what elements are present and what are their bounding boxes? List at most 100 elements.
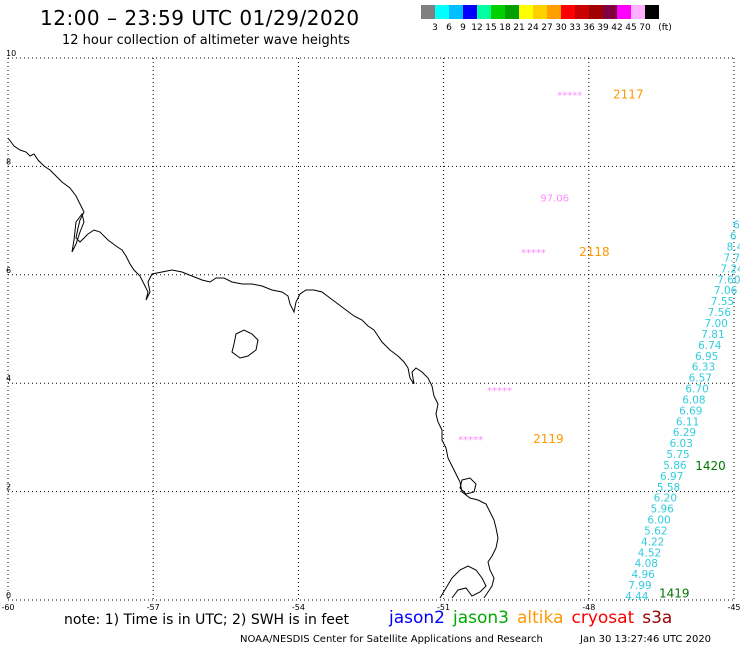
map-grid [7, 57, 735, 601]
s3a-wave-height-value: 7.24 [720, 263, 740, 275]
legend-label: 9 [460, 23, 466, 33]
x-tick-label: -60 [1, 603, 14, 612]
legend-swatch [617, 5, 631, 19]
s3a-wave-height-value: 6.03 [670, 438, 693, 450]
s3a-wave-height-value: 6.20 [654, 493, 677, 505]
s3a-wave-height-value: 5.58 [657, 482, 680, 494]
s3a-wave-height-value: 4.44 [625, 591, 649, 603]
s3a-wave-height-value: 6.00 [647, 515, 670, 527]
satellite-label-jason2: jason2 [389, 608, 445, 628]
coastline-island-marajo [459, 477, 477, 495]
legend-swatch [449, 5, 463, 19]
s3a-wave-height-value: 7.7 [724, 252, 740, 264]
pass-time-label: 1419 [659, 586, 690, 600]
x-tick-label: -48 [582, 603, 595, 612]
s3a-wave-height-value: 5.62 [644, 525, 667, 537]
x-tick-label: -45 [727, 603, 740, 612]
satellite-label-jason3: jason3 [453, 608, 509, 628]
s3a-wave-height-value: 4.52 [638, 547, 661, 559]
altika-wave-height-value: ***** [521, 248, 546, 259]
s3a-wave-height-value: 4.08 [635, 558, 658, 570]
legend-swatch [477, 5, 491, 19]
y-tick-label: 10 [6, 49, 16, 58]
legend-label: 3 [432, 23, 438, 33]
map-title: 12:00 – 23:59 UTC 01/29/2020 [40, 6, 360, 30]
y-tick-label: 2 [6, 483, 11, 492]
legend-swatch [421, 5, 435, 19]
legend-swatch [589, 5, 603, 19]
satellite-label-cryosat: cryosat [571, 608, 635, 628]
satellite-legend: jason2 jason3 altika cryosat s3a [389, 608, 680, 628]
coastline-main [7, 137, 499, 599]
wave-height-legend: 3 6 9 12 15 18 21 24 27 30 33 36 39 42 45 70 (ft) [421, 5, 672, 33]
coastline-island-maraca [231, 329, 259, 359]
s3a-wave-height-value: 6.33 [692, 362, 715, 374]
s3a-wave-height-value: 8.4 [727, 242, 740, 254]
s3a-wave-height-value: 6.97 [660, 471, 683, 483]
credit-line: NOAA/NESDIS Center for Satellite Applica… [240, 634, 543, 645]
s3a-wave-height-value: 6.57 [689, 373, 712, 385]
generated-timestamp: Jan 30 13:27:46 UTC 2020 [580, 634, 712, 645]
s3a-wave-height-value: 6 [733, 220, 740, 232]
legend-swatch [561, 5, 575, 19]
pass-time-label: 2119 [533, 432, 564, 446]
legend-swatch [533, 5, 547, 19]
pass-time-label: 2118 [579, 245, 610, 259]
y-tick-label: 4 [6, 374, 11, 383]
s3a-wave-height-value: 6.74 [698, 340, 722, 352]
altika-wave-height-value: ***** [487, 386, 512, 397]
s3a-wave-height-value: 4.96 [631, 569, 655, 581]
satellite-label-altika: altika [517, 608, 564, 628]
s3a-wave-height-value: 7.56 [708, 307, 732, 319]
pass-time-label: 2117 [613, 88, 644, 102]
legend-label: 21 [513, 23, 525, 33]
legend-label: 30 [555, 23, 567, 33]
legend-label: 6 [446, 23, 452, 33]
s3a-wave-height-value: 5.75 [666, 449, 689, 461]
legend-color-bar [421, 5, 659, 19]
legend-label: 15 [485, 23, 497, 33]
legend-label: 27 [541, 23, 553, 33]
s3a-wave-height-value: 6.69 [679, 405, 702, 417]
s3a-wave-height-value: 6.08 [682, 394, 705, 406]
s3a-track: 4.447.994.964.084.524.225.626.005.966.20… [625, 220, 740, 603]
legend-labels: 3 6 9 12 15 18 21 24 27 30 33 36 39 42 45 70 (ft) [421, 23, 740, 37]
legend-label: 42 [611, 23, 623, 33]
map-subtitle: 12 hour collection of altimeter wave hei… [62, 33, 350, 48]
legend-swatch [575, 5, 589, 19]
x-tick-label: -51 [437, 603, 450, 612]
coastline-delta [439, 565, 487, 599]
x-tick-label: -57 [147, 603, 160, 612]
coastline-island-left [71, 212, 85, 253]
legend-label: 24 [527, 23, 539, 33]
s3a-wave-height-value: 6.70 [685, 384, 708, 396]
s3a-wave-height-value: 7.60 [717, 274, 740, 286]
s3a-wave-height-value: 7.00 [704, 318, 727, 330]
s3a-wave-height-value: 7.55 [711, 296, 734, 308]
s3a-wave-height-value: 6.11 [676, 416, 699, 428]
legend-label: (ft) [658, 23, 672, 33]
x-tick-label: -54 [292, 603, 305, 612]
s3a-wave-height-value: 7.06 [714, 285, 738, 297]
s3a-wave-height-value: 5.86 [663, 460, 687, 472]
legend-swatch [645, 5, 659, 19]
legend-swatch [435, 5, 449, 19]
legend-swatch [505, 5, 519, 19]
legend-swatch [463, 5, 477, 19]
legend-label: 39 [597, 23, 609, 33]
legend-swatch [631, 5, 645, 19]
legend-swatch [491, 5, 505, 19]
s3a-wave-height-value: 7.99 [628, 580, 651, 592]
s3a-wave-height-value: 6 [730, 231, 737, 243]
y-tick-label: 0 [6, 591, 11, 600]
s3a-wave-height-value: 5.96 [650, 504, 674, 516]
altika-wave-height-value: ***** [458, 435, 483, 446]
y-tick-label: 6 [6, 266, 11, 275]
legend-label: 33 [569, 23, 581, 33]
legend-label: 12 [471, 23, 483, 33]
legend-swatch [603, 5, 617, 19]
axis-labels: -60 -57 -54 -51 -48 -45 0 2 4 6 8 10 [1, 49, 740, 612]
s3a-wave-height-value: 6.95 [695, 351, 718, 363]
footer-note: note: 1) Time is in UTC; 2) SWH is in fe… [64, 612, 350, 628]
